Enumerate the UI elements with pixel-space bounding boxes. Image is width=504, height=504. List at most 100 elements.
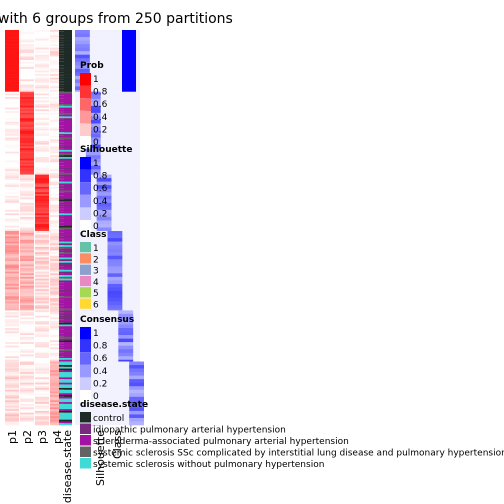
prob-cell <box>50 308 64 311</box>
prob-cell <box>5 59 19 63</box>
disease-state-cell <box>59 343 72 346</box>
prob-cell <box>20 116 34 119</box>
prob-cell <box>50 370 64 373</box>
prob-cell <box>5 118 19 121</box>
prob-cell <box>5 423 19 426</box>
prob-cell <box>5 135 19 138</box>
prob-cell <box>35 391 49 394</box>
prob-cell <box>35 70 49 73</box>
disease-state-cell <box>59 44 72 47</box>
silhouette-legend-tick-label: 0.6 <box>93 184 108 194</box>
prob-cell <box>20 135 34 138</box>
prob-cell <box>5 402 19 405</box>
prob-cell <box>20 142 34 145</box>
disease-state-cell <box>59 259 72 262</box>
prob-cell <box>35 396 49 399</box>
prob-cell <box>35 329 49 332</box>
disease-state-cell <box>59 262 72 265</box>
prob-cell <box>50 30 64 33</box>
prob-cell <box>20 195 34 198</box>
consensus-cell <box>118 342 134 346</box>
prob-cell <box>20 67 34 70</box>
prob-cell <box>35 264 49 267</box>
prob-cell <box>35 75 49 78</box>
prob-cell <box>20 380 34 383</box>
prob-cell <box>20 86 34 89</box>
consensus-cell <box>75 33 90 38</box>
prob-cell <box>5 128 19 131</box>
prob-cell <box>35 204 49 207</box>
disease-state-cell <box>59 222 72 225</box>
prob-cell <box>50 333 64 336</box>
prob-cell <box>5 95 19 98</box>
consensus-cell <box>129 375 144 380</box>
silhouette-legend-swatch <box>80 169 91 183</box>
consensus-cell <box>107 305 123 309</box>
consensus-cell <box>107 290 123 295</box>
prob-cell <box>5 366 19 369</box>
prob-cell <box>50 410 64 413</box>
class-legend-swatch <box>80 253 91 264</box>
prob-cell <box>35 386 49 389</box>
prob-cell <box>5 299 19 302</box>
prob-cell <box>20 45 34 48</box>
silhouette-legend-swatch <box>80 220 91 233</box>
disease-state-cell <box>59 231 72 234</box>
prob-cell <box>20 188 34 191</box>
disease-state-cell <box>59 379 72 382</box>
prob-cell <box>20 245 34 248</box>
prob-cell <box>35 58 49 61</box>
prob-cell <box>20 269 34 272</box>
prob-cell <box>20 30 34 33</box>
prob-cell <box>50 391 64 394</box>
prob-cell <box>5 70 19 73</box>
prob-cell <box>20 280 34 283</box>
prob-cell <box>20 253 34 257</box>
disease-state-cell <box>59 188 72 191</box>
prob-cell <box>50 340 64 343</box>
consensus-cell <box>85 109 101 114</box>
prob-cell <box>50 169 64 172</box>
prob-cell <box>5 105 19 108</box>
prob-cell <box>50 402 64 405</box>
prob-cell <box>50 407 64 410</box>
prob-cell <box>35 283 49 286</box>
prob-cell <box>20 320 34 324</box>
consensus-cell <box>118 338 134 343</box>
prob-cell <box>50 268 64 271</box>
disease-state-cell <box>59 98 72 101</box>
prob-cell <box>20 70 34 73</box>
prob-cell <box>5 335 19 338</box>
prob-cell <box>35 324 49 327</box>
prob-cell <box>35 372 49 375</box>
prob-cell <box>35 370 49 373</box>
disease-state-cell <box>59 95 72 98</box>
disease-state-cell <box>59 33 72 36</box>
prob-cell <box>5 373 19 376</box>
prob-cell <box>20 216 34 219</box>
prob-cell <box>35 275 49 278</box>
prob-cell <box>20 179 34 182</box>
disease-state-cell <box>59 278 72 281</box>
class-legend-label: 6 <box>93 301 99 311</box>
prob-cell <box>35 213 49 216</box>
prob-cell <box>50 75 64 78</box>
prob-cell <box>5 146 19 149</box>
prob-cell <box>35 317 49 320</box>
prob-cell <box>5 255 19 258</box>
prob-cell <box>5 259 19 262</box>
prob-cell <box>35 121 49 124</box>
prob-cell <box>50 128 64 131</box>
prob-cell <box>50 264 64 267</box>
prob-cell <box>5 98 19 101</box>
prob-cell <box>20 63 34 66</box>
disease-state-cell <box>59 283 72 286</box>
consensus-cell <box>129 414 144 419</box>
prob-cell <box>5 109 19 112</box>
class-legend-title: Class <box>80 230 106 240</box>
disease-state-cell <box>59 273 72 276</box>
consensus-cell <box>75 44 90 48</box>
prob-cell <box>50 118 64 121</box>
prob-cell <box>5 153 19 156</box>
silhouette-legend-tick-label: 0.8 <box>93 172 108 182</box>
